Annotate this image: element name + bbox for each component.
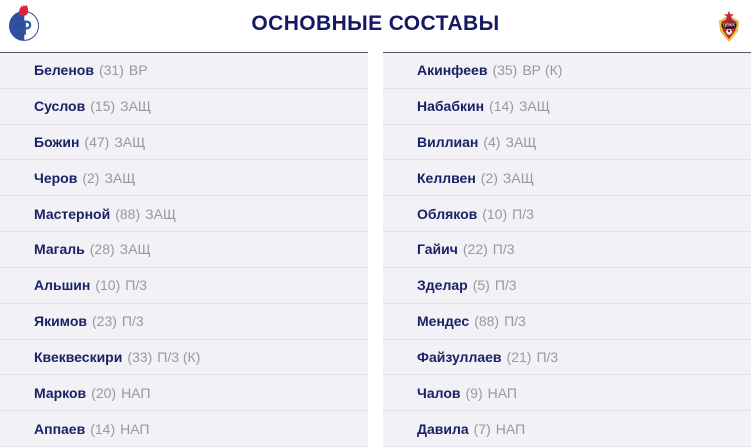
- svg-text:ЦСКА: ЦСКА: [723, 22, 736, 27]
